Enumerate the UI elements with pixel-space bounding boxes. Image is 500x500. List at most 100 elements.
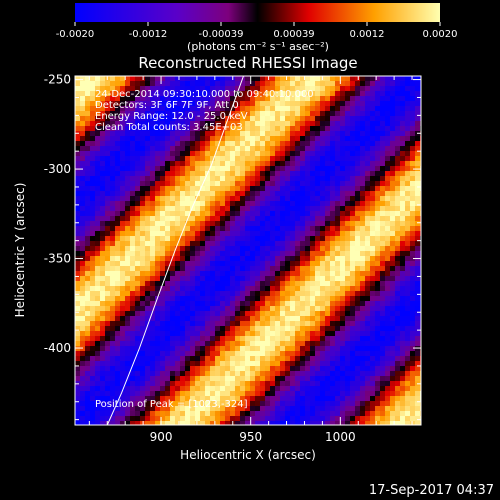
- heatmap-cell: [300, 226, 306, 232]
- heatmap-cell: [260, 91, 266, 97]
- heatmap-cell: [165, 296, 171, 302]
- heatmap-cell: [80, 126, 86, 132]
- heatmap-cell: [100, 106, 106, 112]
- heatmap-cell: [220, 396, 226, 402]
- heatmap-cell: [85, 271, 91, 277]
- heatmap-cell: [310, 281, 316, 287]
- heatmap-cell: [320, 336, 326, 342]
- heatmap-cell: [90, 236, 96, 242]
- heatmap-cell: [290, 376, 296, 382]
- heatmap-cell: [290, 346, 296, 352]
- heatmap-cell: [270, 386, 276, 392]
- heatmap-cell: [180, 126, 186, 132]
- heatmap-cell: [375, 341, 381, 347]
- heatmap-cell: [225, 246, 231, 252]
- heatmap-cell: [275, 106, 281, 112]
- heatmap-cell: [220, 186, 226, 192]
- heatmap-cell: [285, 256, 291, 262]
- heatmap-cell: [375, 231, 381, 237]
- heatmap-cell: [205, 86, 211, 92]
- heatmap-cell: [260, 236, 266, 242]
- heatmap-cell: [140, 271, 146, 277]
- heatmap-cell: [400, 186, 406, 192]
- heatmap-cell: [155, 306, 161, 312]
- heatmap-cell: [395, 101, 401, 107]
- heatmap-cell: [230, 401, 236, 407]
- heatmap-cell: [105, 346, 111, 352]
- heatmap-cell: [360, 191, 366, 197]
- heatmap-cell: [365, 86, 371, 92]
- heatmap-cell: [225, 151, 231, 157]
- heatmap-cell: [180, 106, 186, 112]
- heatmap-cell: [175, 136, 181, 142]
- heatmap-cell: [215, 261, 221, 267]
- heatmap-cell: [370, 206, 376, 212]
- heatmap-cell: [110, 371, 116, 377]
- heatmap-cell: [175, 231, 181, 237]
- heatmap-cell: [125, 356, 131, 362]
- heatmap-cell: [205, 111, 211, 117]
- heatmap-cell: [390, 286, 396, 292]
- heatmap-cell: [395, 276, 401, 282]
- heatmap-cell: [105, 256, 111, 262]
- heatmap-cell: [225, 251, 231, 257]
- heatmap-cell: [80, 346, 86, 352]
- heatmap-cell: [375, 251, 381, 257]
- heatmap-cell: [350, 261, 356, 267]
- heatmap-cell: [330, 176, 336, 182]
- heatmap-cell: [230, 316, 236, 322]
- heatmap-cell: [155, 416, 161, 422]
- heatmap-cell: [365, 371, 371, 377]
- heatmap-cell: [190, 201, 196, 207]
- heatmap-cell: [340, 176, 346, 182]
- heatmap-cell: [310, 251, 316, 257]
- heatmap-cell: [240, 191, 246, 197]
- heatmap-cell: [265, 271, 271, 277]
- heatmap-cell: [380, 391, 386, 397]
- heatmap-cell: [270, 226, 276, 232]
- heatmap-cell: [155, 181, 161, 187]
- heatmap-cell: [400, 316, 406, 322]
- heatmap-cell: [95, 411, 101, 417]
- heatmap-cell: [295, 216, 301, 222]
- heatmap-cell: [130, 306, 136, 312]
- heatmap-cell: [285, 291, 291, 297]
- heatmap-cell: [310, 256, 316, 262]
- heatmap-cell: [195, 381, 201, 387]
- heatmap-cell: [415, 366, 421, 372]
- heatmap-cell: [190, 316, 196, 322]
- heatmap-cell: [165, 266, 171, 272]
- heatmap-cell: [185, 221, 191, 227]
- heatmap-cell: [195, 271, 201, 277]
- heatmap-cell: [290, 186, 296, 192]
- heatmap-cell: [105, 396, 111, 402]
- heatmap-cell: [240, 186, 246, 192]
- heatmap-cell: [405, 366, 411, 372]
- heatmap-cell: [85, 261, 91, 267]
- heatmap-cell: [215, 376, 221, 382]
- heatmap-cell: [155, 266, 161, 272]
- heatmap-cell: [85, 106, 91, 112]
- heatmap-cell: [270, 341, 276, 347]
- heatmap-cell: [355, 391, 361, 397]
- heatmap-cell: [400, 311, 406, 317]
- heatmap-cell: [185, 261, 191, 267]
- heatmap-cell: [155, 106, 161, 112]
- heatmap-cell: [290, 76, 296, 82]
- heatmap-cell: [75, 246, 81, 252]
- heatmap-cell: [125, 196, 131, 202]
- heatmap-cell: [175, 86, 181, 92]
- heatmap-cell: [100, 96, 106, 102]
- heatmap-cell: [280, 141, 286, 147]
- heatmap-cell: [290, 181, 296, 187]
- heatmap-cell: [375, 96, 381, 102]
- heatmap-cell: [290, 336, 296, 342]
- heatmap-cell: [355, 141, 361, 147]
- heatmap-cell: [340, 211, 346, 217]
- heatmap-cell: [385, 366, 391, 372]
- heatmap-cell: [340, 386, 346, 392]
- heatmap-cell: [405, 401, 411, 407]
- heatmap-cell: [105, 201, 111, 207]
- heatmap-cell: [80, 196, 86, 202]
- heatmap-cell: [335, 191, 341, 197]
